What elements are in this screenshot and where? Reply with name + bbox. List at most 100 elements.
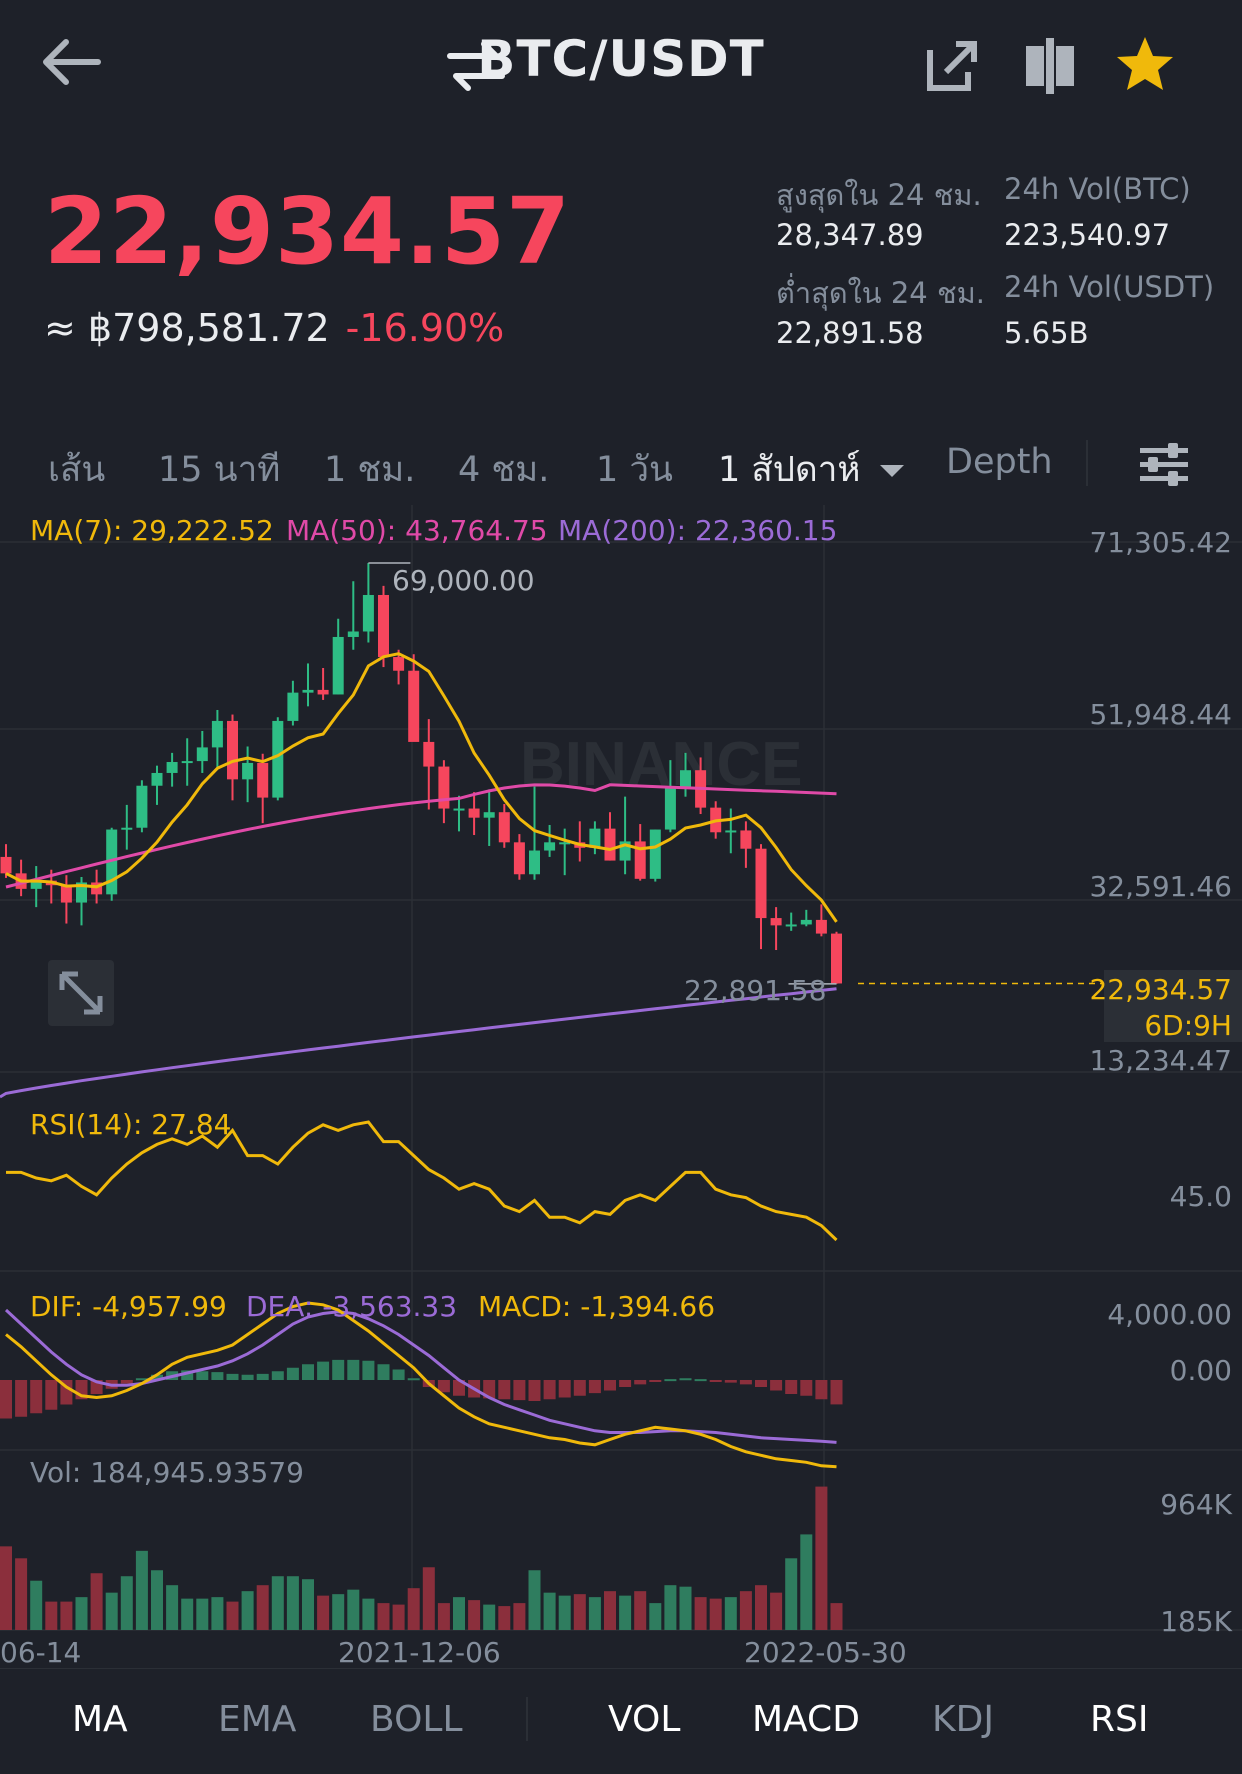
price-axis-tick: 13,234.47	[1089, 1044, 1232, 1077]
volume-bar	[377, 1603, 390, 1630]
candle-body	[498, 812, 510, 843]
rsi-axis-tick: 45.0	[1169, 1180, 1232, 1213]
tab-15m[interactable]: 15 นาที	[158, 450, 281, 490]
volume-bar	[347, 1589, 360, 1630]
candle-body	[785, 924, 797, 927]
macd-bar	[347, 1359, 360, 1380]
macd-bar	[226, 1373, 239, 1380]
indicator-kdj[interactable]: KDJ	[932, 1699, 994, 1740]
volume-bars	[0, 1486, 843, 1630]
share-icon[interactable]	[926, 38, 980, 92]
candle-body	[529, 850, 540, 875]
chevron-down-icon	[879, 465, 904, 477]
candle-body	[257, 762, 269, 798]
star-icon[interactable]	[1114, 34, 1176, 96]
macd-bar	[724, 1380, 737, 1383]
candle-body	[196, 747, 208, 762]
macd-bar	[830, 1380, 843, 1405]
tab-line[interactable]: เส้น	[48, 450, 106, 490]
tab-depth[interactable]: Depth	[946, 442, 1053, 482]
indicator-rsi[interactable]: RSI	[1090, 1699, 1149, 1740]
indicator-ema[interactable]: EMA	[218, 1699, 297, 1740]
macd-bar	[770, 1380, 783, 1391]
pair-title[interactable]: BTC/USDT	[477, 30, 765, 88]
macd-bar	[619, 1380, 632, 1387]
tab-1h[interactable]: 1 ชม.	[324, 450, 416, 490]
macd-axis-tick: 0.00	[1169, 1354, 1232, 1387]
compare-icon[interactable]	[1024, 36, 1076, 96]
tab-1w[interactable]: 1 สัปดาห์	[718, 442, 904, 497]
tab-4h[interactable]: 4 ชม.	[458, 450, 550, 490]
indicator-ma[interactable]: MA	[72, 1699, 128, 1740]
indicator-boll[interactable]: BOLL	[370, 1699, 463, 1740]
indicator-bar: MA EMA BOLL VOL MACD KDJ RSI	[0, 1668, 1242, 1774]
volume-bar	[770, 1592, 783, 1630]
macd-bar	[483, 1380, 496, 1399]
volume-bar	[453, 1597, 465, 1630]
candle-body	[30, 880, 42, 889]
macd-bar	[604, 1380, 616, 1391]
candle-body	[106, 829, 118, 895]
volume-bar	[271, 1576, 284, 1630]
candle-body	[317, 689, 329, 695]
back-arrow-icon[interactable]	[40, 34, 104, 90]
candle-body	[227, 720, 238, 780]
candle-body	[589, 828, 601, 848]
volume-bar	[604, 1591, 616, 1630]
macd-bar	[679, 1378, 692, 1381]
volume-bar	[302, 1579, 314, 1630]
volume-bar	[60, 1601, 73, 1630]
ma7-legend: MA(7): 29,222.52	[30, 514, 274, 547]
current-price-label: 22,934.57	[1089, 973, 1232, 1006]
candle-body	[680, 770, 691, 787]
volume-bar	[468, 1600, 481, 1630]
candle-body	[332, 636, 344, 695]
ma50-legend: MA(50): 43,764.75	[286, 514, 548, 547]
macd-bar	[558, 1380, 571, 1398]
chart-settings-icon[interactable]	[1138, 440, 1190, 488]
candle-body	[544, 842, 556, 851]
volume-bar	[785, 1558, 798, 1630]
candle-body	[0, 856, 12, 874]
macd-bar	[241, 1374, 254, 1380]
rsi-line	[6, 1120, 838, 1242]
candle-body	[770, 918, 782, 926]
macd-bar	[649, 1380, 662, 1382]
candle-body	[121, 827, 133, 830]
tabs-divider	[1086, 440, 1088, 486]
volume-bar	[45, 1601, 58, 1630]
volume-bar	[166, 1585, 179, 1630]
indicator-macd[interactable]: MACD	[752, 1699, 860, 1740]
candles	[0, 563, 842, 984]
tab-1w-label: 1 สัปดาห์	[718, 450, 861, 490]
macd-bar	[211, 1372, 224, 1380]
macd-bar	[634, 1380, 647, 1385]
macd-bar	[377, 1364, 390, 1380]
volume-bar	[815, 1486, 828, 1630]
countdown-label: 6D:9H	[1144, 1009, 1232, 1042]
change-percent: -16.90%	[345, 306, 505, 350]
volume-bar	[0, 1546, 12, 1630]
candle-body	[649, 829, 661, 879]
kline-chart[interactable]: BINANCE	[0, 505, 1242, 1668]
tab-1d[interactable]: 1 วัน	[596, 450, 673, 490]
volume-bar	[332, 1594, 345, 1630]
expand-icon	[59, 971, 103, 1015]
volume-bar	[30, 1580, 43, 1630]
vol-usdt-value: 5.65B	[1004, 316, 1089, 350]
ma7-line	[5, 652, 838, 923]
candle-body	[831, 933, 842, 984]
volume-bar	[558, 1595, 571, 1630]
indicator-vol[interactable]: VOL	[608, 1699, 681, 1740]
macd-bar	[543, 1380, 556, 1400]
macd-bar	[120, 1380, 133, 1384]
volume-bar	[151, 1570, 163, 1630]
macd-bar	[135, 1378, 148, 1381]
fullscreen-button[interactable]	[48, 960, 114, 1026]
rsi-legend: RSI(14): 27.84	[30, 1108, 232, 1141]
macd-bar	[588, 1380, 601, 1394]
swap-icon[interactable]	[446, 38, 506, 94]
candle-body	[151, 772, 163, 786]
candle-body	[634, 841, 646, 879]
macd-bar	[785, 1380, 798, 1394]
